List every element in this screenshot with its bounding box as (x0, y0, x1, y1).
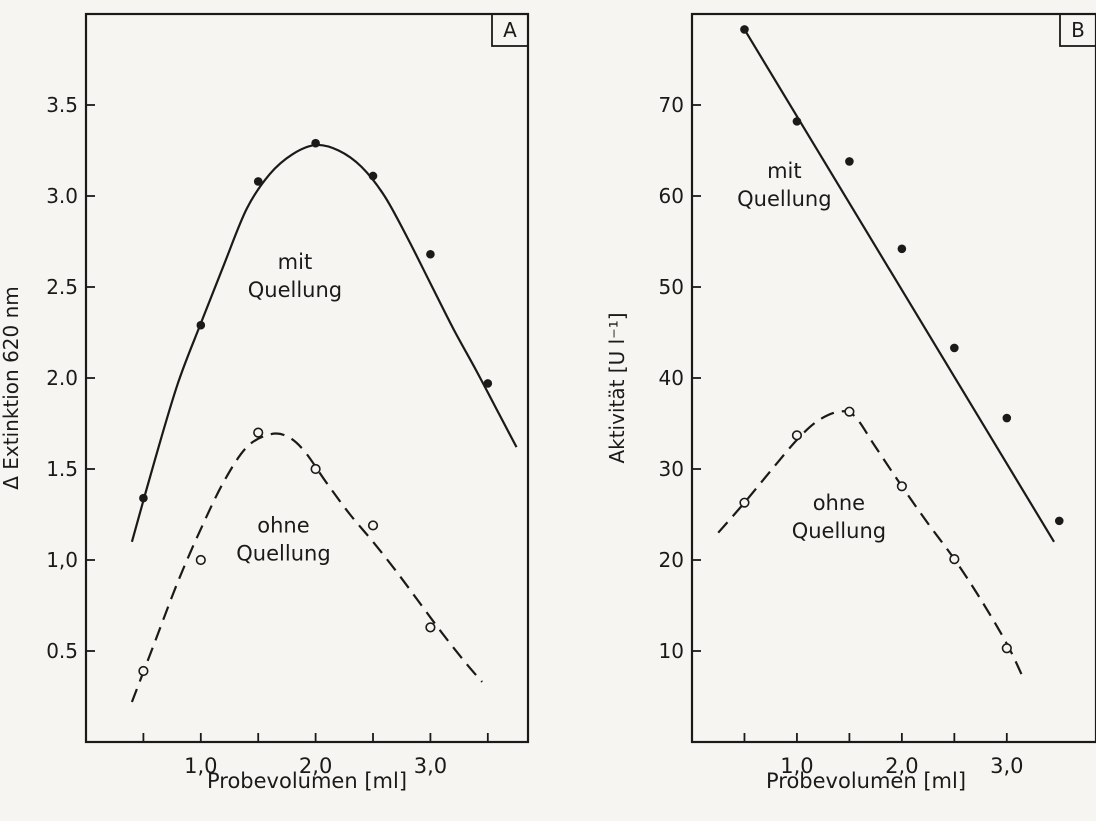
y-tick-label: 0.5 (46, 639, 78, 663)
x-tick-label: 3,0 (414, 754, 447, 778)
x-tick-label: 1,0 (184, 754, 217, 778)
data-point (196, 320, 206, 330)
y-tick-label: 50 (659, 275, 684, 299)
series-label: Quellung (236, 542, 330, 566)
series-label: ohne (813, 491, 865, 515)
series-label: ohne (257, 514, 309, 538)
series-label: Quellung (737, 187, 831, 211)
x-axis-label: Probevolumen [ml] (207, 769, 407, 793)
panel-a: A 1,0 2,0 3,0 0.5 1,0 1.5 2.0 2.5 3.0 3.5 Probevolu… (0, 12, 530, 793)
series-label: Quellung (248, 278, 342, 302)
data-point (138, 665, 149, 677)
x-tick-label: 2,0 (885, 754, 918, 778)
data-point (740, 25, 749, 34)
y-tick-label: 1.5 (46, 457, 78, 481)
y-tick-label: 20 (659, 548, 684, 572)
data-point (949, 553, 960, 565)
data-point (139, 493, 148, 503)
y-tick-label: 3.5 (46, 93, 78, 117)
y-axis-label: Aktivität [U l⁻¹] (605, 312, 629, 463)
data-point (1054, 516, 1064, 526)
panel-b: B 1,0 2,0 3,0 10 20 30 40 50 60 70 Probevolumen [ml… (605, 12, 1096, 793)
y-tick-label: 60 (659, 184, 684, 208)
data-point (426, 249, 435, 259)
data-point (739, 497, 750, 508)
series-label: Quellung (792, 519, 886, 543)
x-tick-label: 3,0 (990, 754, 1023, 778)
x-tick-label: 1,0 (780, 754, 813, 778)
y-tick-label: 30 (659, 457, 684, 481)
series-line (743, 28, 1055, 543)
data-point (195, 554, 206, 566)
y-tick-label: 1,0 (46, 548, 78, 572)
y-tick-label: 10 (659, 639, 684, 663)
x-axis-label: Probevolumen [ml] (766, 769, 966, 793)
data-point (845, 157, 854, 166)
y-tick-label: 40 (659, 366, 684, 390)
data-point (367, 520, 379, 531)
series-label: mit (278, 250, 313, 274)
panel-label: B (1059, 13, 1096, 47)
panel-label-box (1059, 13, 1096, 47)
data-point (253, 427, 264, 438)
data-point (311, 138, 320, 148)
plot-frame (84, 12, 530, 744)
series-label: mit (767, 159, 802, 183)
x-tick-label: 2,0 (299, 754, 332, 778)
y-tick-label: 2.0 (46, 366, 78, 390)
data-point (791, 430, 803, 441)
panel-label-text: B (1071, 18, 1085, 42)
data-point (950, 343, 959, 353)
data-point (425, 622, 436, 633)
data-point (310, 463, 321, 475)
series-ohne-quellung: ohne Quellung (717, 406, 1024, 677)
y-axis-label: Δ Extinktion 620 nm (0, 286, 23, 490)
data-point (1002, 413, 1012, 423)
panel-label-box (491, 13, 529, 47)
data-point (368, 171, 378, 181)
y-tick-label: 70 (659, 93, 684, 117)
y-tick-label: 3.0 (46, 184, 78, 208)
y-tick-label: 2.5 (46, 275, 78, 299)
data-point (844, 406, 855, 417)
series-ohne-quellung: ohne Quellung (130, 427, 483, 703)
series-line (717, 410, 1024, 677)
data-point (253, 177, 263, 186)
data-point (896, 481, 907, 492)
data-point (1001, 643, 1012, 654)
series-line (130, 432, 483, 703)
panel-label: A (491, 13, 529, 47)
plot-frame (690, 12, 1096, 744)
series-mit-quellung: mit Quellung (130, 138, 518, 543)
panel-label-text: A (503, 18, 517, 42)
data-point (483, 379, 493, 388)
data-point (897, 244, 907, 254)
series-mit-quellung: mit Quellung (737, 25, 1064, 543)
data-point (792, 117, 802, 126)
series-line (130, 143, 518, 543)
